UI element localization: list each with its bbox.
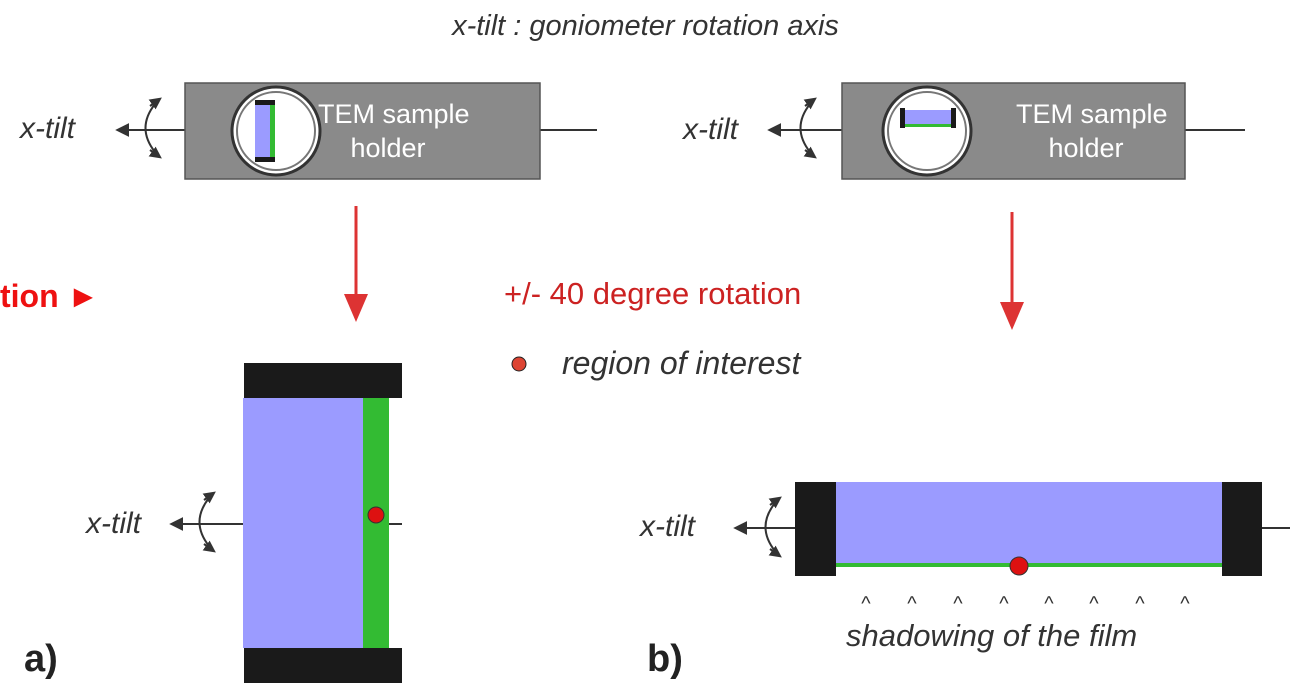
shadow-caret: ^: [907, 593, 917, 615]
sample-holder-a: [115, 82, 597, 180]
roi-legend-label: region of interest: [562, 345, 801, 381]
sample-holder-b: [767, 82, 1245, 180]
x-tilt-label-bottom-a: x-tilt: [86, 507, 141, 540]
shadow-caret: ^: [1044, 593, 1054, 615]
shadow-caret: ^: [1135, 593, 1145, 615]
rotation-icon-b-top: [799, 97, 817, 159]
holder-a-line2: holder: [350, 133, 426, 163]
rotation-icon-b-bottom: [764, 496, 782, 558]
shadow-caret: ^: [1180, 593, 1190, 615]
x-tilt-label-top-a: x-tilt: [20, 112, 75, 145]
roi-legend-dot: [511, 356, 527, 372]
holder-a-line1: TEM sample: [318, 99, 470, 129]
down-arrow-a: [344, 206, 368, 322]
panel-a-label: a): [24, 638, 58, 680]
shadowing-label: shadowing of the film: [846, 618, 1138, 653]
down-arrow-b: [1000, 212, 1024, 330]
x-tilt-label-top-b: x-tilt: [683, 113, 738, 146]
rotation-icon-a-bottom: [198, 491, 216, 553]
roi-dot-a: [367, 506, 385, 524]
sample-view-b: [733, 482, 1290, 576]
cut-off-label: tion ►: [0, 278, 100, 314]
diagram-header: x-tilt : goniometer rotation axis: [452, 10, 839, 42]
rotation-label: +/- 40 degree rotation: [504, 276, 802, 311]
shadow-caret: ^: [1089, 593, 1099, 615]
shadow-caret: ^: [999, 593, 1009, 615]
panel-b-label: b): [647, 638, 683, 680]
holder-b-line1: TEM sample: [1016, 99, 1168, 129]
holder-b-line2: holder: [1048, 133, 1124, 163]
sample-view-a: [169, 363, 402, 683]
roi-dot-b: [1009, 556, 1029, 576]
shadow-caret: ^: [861, 593, 871, 615]
shadow-caret: ^: [953, 593, 963, 615]
rotation-icon-a-top: [144, 97, 162, 159]
x-tilt-label-bottom-b: x-tilt: [640, 510, 695, 543]
